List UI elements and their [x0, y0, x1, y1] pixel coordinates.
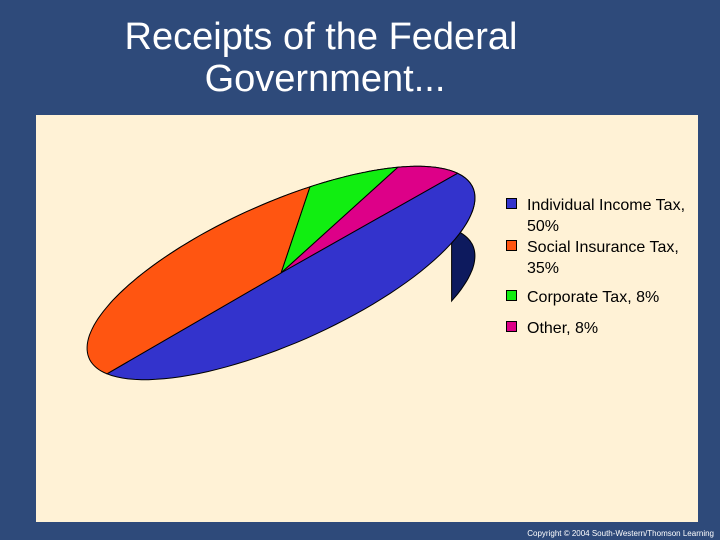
pie-chart: [86, 165, 476, 381]
legend-item-other: Other, 8%: [506, 318, 696, 339]
page-title: Receipts of the Federal Government...: [0, 16, 720, 100]
legend-swatch: [506, 240, 517, 251]
legend-item-social-insurance-tax: Social Insurance Tax, 35%: [506, 237, 696, 279]
legend-label: Social Insurance Tax, 35%: [527, 239, 679, 277]
legend-item-corporate-tax: Corporate Tax, 8%: [506, 287, 696, 308]
legend-label: Individual Income Tax, 50%: [527, 197, 686, 235]
pie-slice: [280, 165, 459, 274]
copyright-notice: Copyright © 2004 South-Western/Thomson L…: [527, 529, 714, 538]
legend-swatch: [506, 198, 517, 209]
legend-swatch: [506, 321, 517, 332]
chart-panel: Individual Income Tax, 50% Social Insura…: [36, 115, 698, 522]
legend-label: Corporate Tax, 8%: [527, 289, 660, 306]
legend-label: Other, 8%: [527, 320, 599, 337]
chart-legend: Individual Income Tax, 50% Social Insura…: [506, 195, 696, 339]
pie-slice: [86, 186, 311, 375]
legend-swatch: [506, 290, 517, 301]
title-line-2: Government...: [204, 58, 446, 100]
legend-item-individual-income-tax: Individual Income Tax, 50%: [506, 195, 696, 237]
pie-slice: [105, 172, 476, 381]
title-line-1: Receipts of the Federal: [124, 16, 518, 58]
